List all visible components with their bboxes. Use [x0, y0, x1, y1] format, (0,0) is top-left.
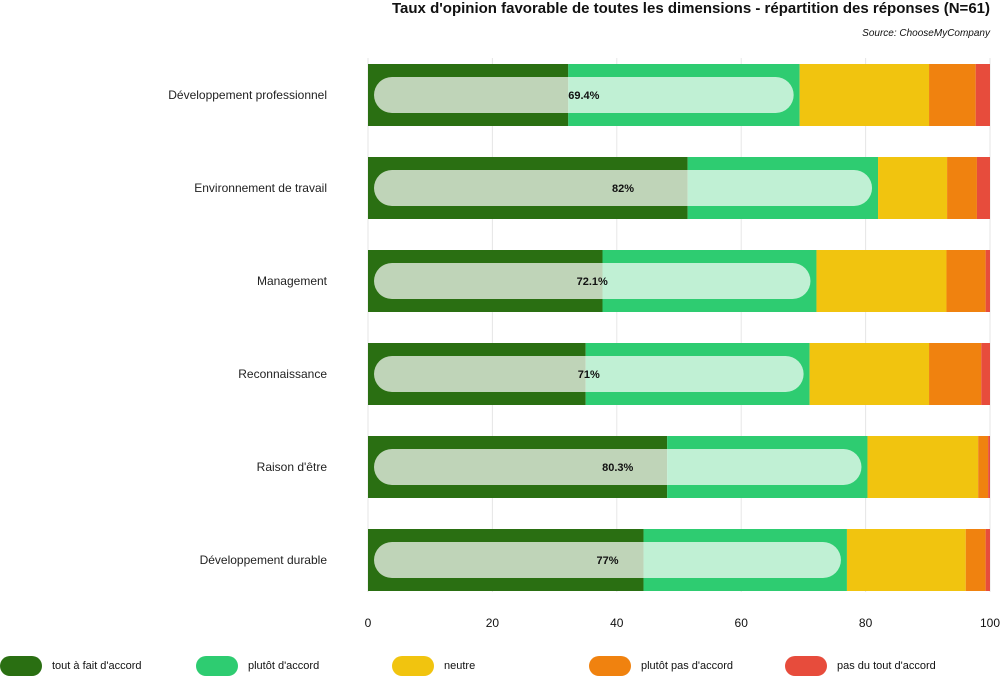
legend-label: pas du tout d'accord — [837, 660, 936, 672]
bar-segment-pas-du-tout-d-accord-raison-d-etre — [988, 436, 990, 498]
x-tick-label-100: 100 — [980, 616, 1000, 630]
bar-segment-pas-du-tout-d-accord-management — [985, 250, 990, 312]
bar-segment-pas-du-tout-d-accord-developpement-professionnel — [975, 64, 990, 126]
category-label-management: Management — [257, 274, 328, 288]
legend-swatch — [589, 656, 631, 676]
bar-segment-neutre-developpement-durable — [846, 529, 966, 591]
legend-item-plutot-pas-d-accord[interactable]: plutôt pas d'accord — [589, 655, 733, 677]
category-label-developpement-durable: Développement durable — [200, 553, 328, 567]
bar-segment-plutot-pas-d-accord-environnement-de-travail — [947, 157, 977, 219]
chart-source: Source: ChooseMyCompany — [862, 28, 990, 39]
favorable-pill-management — [374, 263, 811, 299]
legend-swatch — [392, 656, 434, 676]
favorable-pill-environnement-de-travail — [374, 170, 873, 206]
favorable-label-reconnaissance: 71% — [578, 369, 600, 381]
favorable-label-management: 72.1% — [577, 276, 608, 288]
bar-segment-pas-du-tout-d-accord-developpement-durable — [985, 529, 990, 591]
favorable-label-environnement-de-travail: 82% — [612, 183, 634, 195]
legend-swatch — [196, 656, 238, 676]
legend-label: plutôt d'accord — [248, 660, 320, 672]
bar-segment-plutot-pas-d-accord-developpement-durable — [965, 529, 986, 591]
category-label-reconnaissance: Reconnaissance — [238, 367, 327, 381]
legend-item-plutot-d-accord[interactable]: plutôt d'accord — [196, 655, 319, 677]
legend-swatch — [0, 656, 42, 676]
bar-segment-neutre-environnement-de-travail — [878, 157, 948, 219]
x-tick-label-20: 20 — [486, 616, 500, 630]
category-label-raison-d-etre: Raison d'être — [257, 460, 328, 474]
bar-segment-plutot-pas-d-accord-developpement-professionnel — [929, 64, 976, 126]
bar-segment-pas-du-tout-d-accord-reconnaissance — [981, 343, 990, 405]
x-tick-label-80: 80 — [859, 616, 873, 630]
legend-item-neutre[interactable]: neutre — [392, 655, 475, 677]
bar-segment-plutot-pas-d-accord-management — [946, 250, 986, 312]
legend: tout à fait d'accord plutôt d'accord neu… — [0, 655, 1000, 677]
favorable-label-developpement-professionnel: 69.4% — [568, 90, 599, 102]
x-tick-label-40: 40 — [610, 616, 624, 630]
bar-segment-neutre-raison-d-etre — [867, 436, 979, 498]
favorable-pill-raison-d-etre — [374, 449, 862, 485]
bar-segment-neutre-developpement-professionnel — [799, 64, 930, 126]
legend-label: neutre — [444, 660, 476, 672]
favorable-pill-developpement-professionnel — [374, 77, 794, 113]
legend-item-pas-du-tout-d-accord[interactable]: pas du tout d'accord — [785, 655, 936, 677]
legend-item-tout-a-fait-d-accord[interactable]: tout à fait d'accord — [0, 655, 142, 677]
chart-title: Taux d'opinion favorable de toutes les d… — [392, 0, 990, 17]
x-tick-label-60: 60 — [735, 616, 749, 630]
bar-segment-neutre-reconnaissance — [809, 343, 930, 405]
chart-plot: Développement professionnel 69.4% Environn… — [168, 58, 1000, 630]
category-label-environnement-de-travail: Environnement de travail — [194, 181, 327, 195]
category-label-developpement-professionnel: Développement professionnel — [168, 88, 327, 102]
favorable-pill-reconnaissance — [374, 356, 804, 392]
bar-segment-pas-du-tout-d-accord-environnement-de-travail — [976, 157, 990, 219]
bar-segment-plutot-pas-d-accord-reconnaissance — [929, 343, 982, 405]
legend-swatch — [785, 656, 827, 676]
bar-segment-neutre-management — [816, 250, 947, 312]
legend-label: tout à fait d'accord — [52, 660, 142, 672]
favorable-label-developpement-durable: 77% — [596, 555, 618, 567]
favorable-label-raison-d-etre: 80.3% — [602, 462, 633, 474]
x-tick-label-0: 0 — [365, 616, 372, 630]
favorable-pill-developpement-durable — [374, 542, 841, 578]
bar-segment-plutot-pas-d-accord-raison-d-etre — [978, 436, 989, 498]
legend-label: plutôt pas d'accord — [641, 660, 733, 672]
